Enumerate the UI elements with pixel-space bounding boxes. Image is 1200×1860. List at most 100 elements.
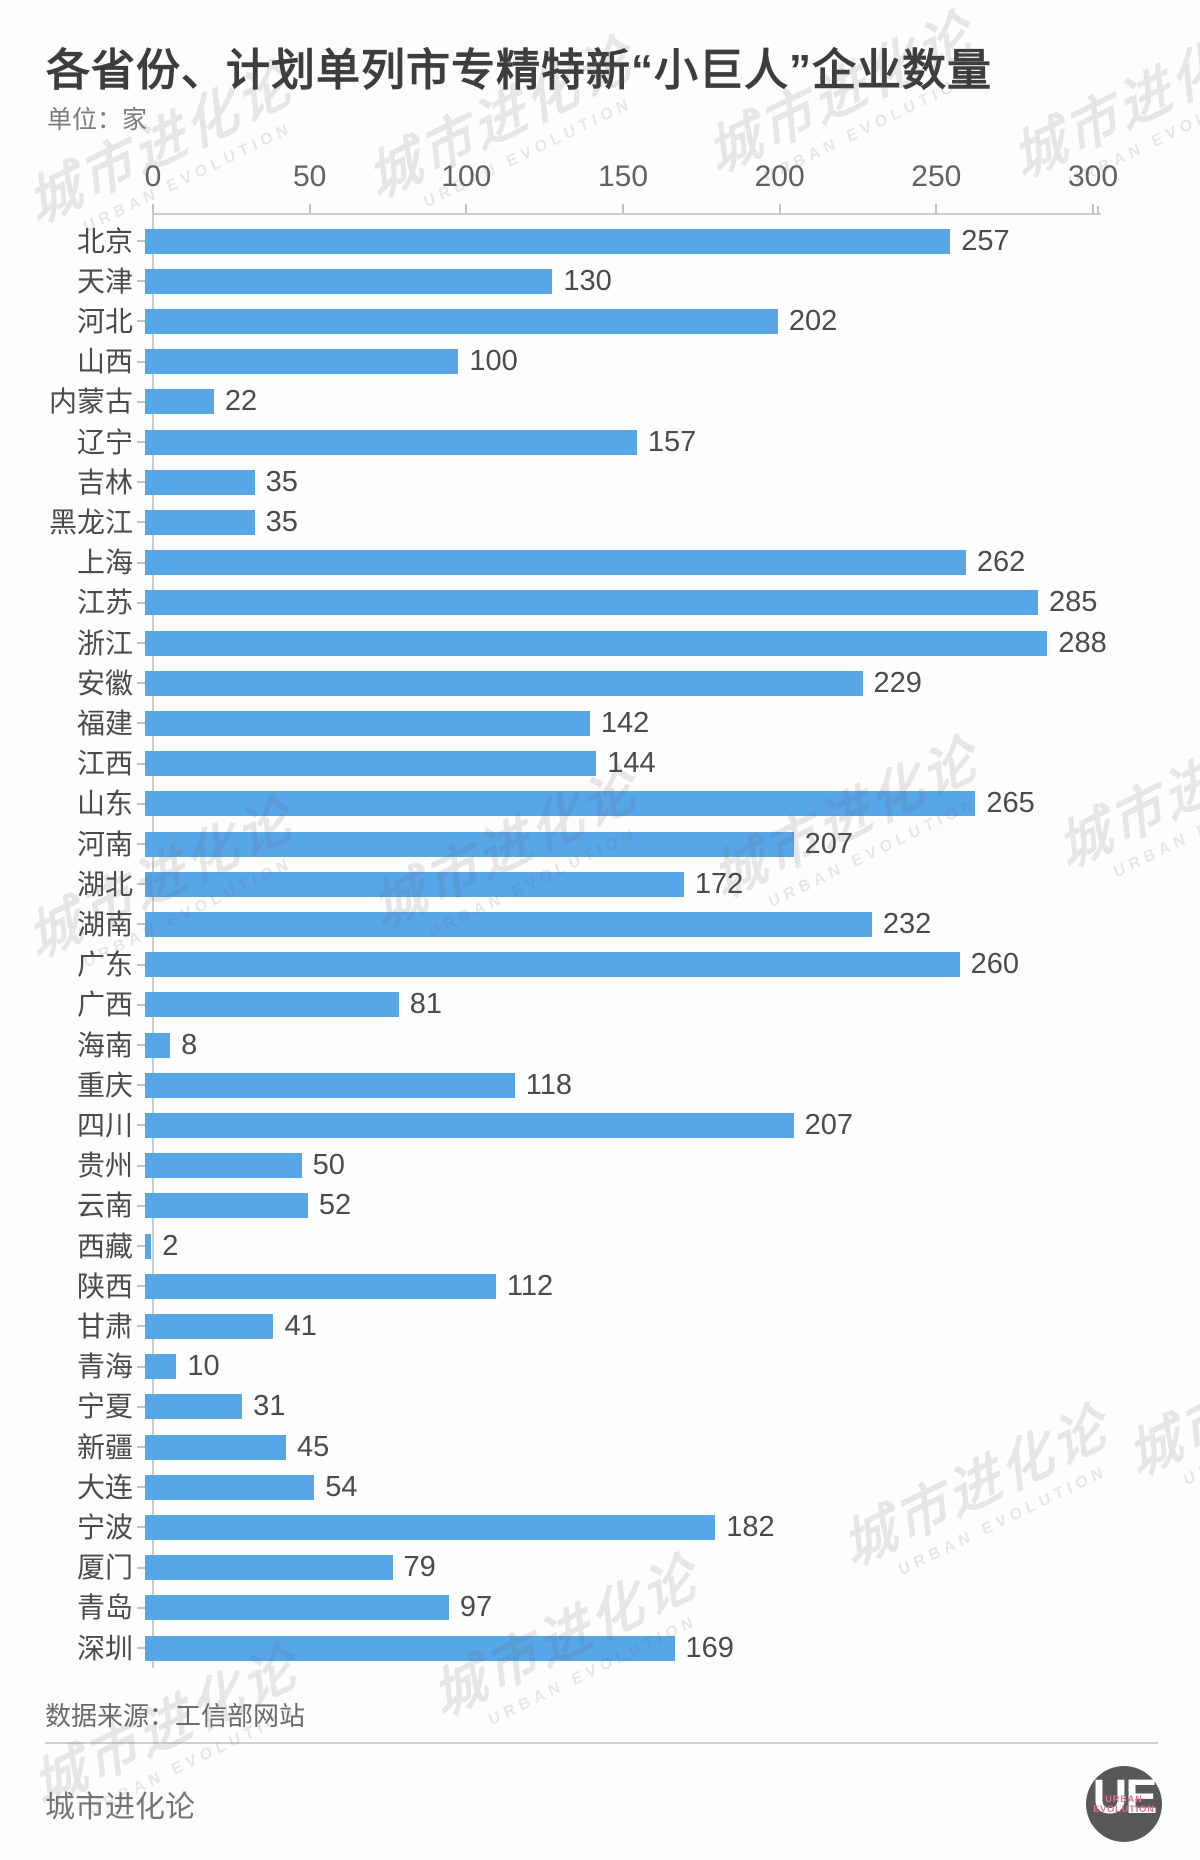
bar (145, 751, 597, 777)
bar (145, 1193, 308, 1219)
bar (145, 469, 255, 495)
bar (145, 1273, 496, 1299)
y-tick-mark (137, 1486, 145, 1489)
bar (145, 550, 966, 576)
category-label: 陕西 (76, 1270, 133, 1302)
value-label: 35 (265, 465, 298, 498)
category-label: 湖北 (76, 868, 133, 900)
value-label: 288 (1058, 626, 1107, 659)
category-label: 上海 (76, 547, 133, 579)
logo-subtext-line2: EVOLUTION (1093, 1804, 1155, 1814)
bar-row: 四川 207 (0, 1108, 1200, 1141)
bar-row: 江西 144 (0, 747, 1200, 780)
bar-row: 安徽 229 (0, 666, 1200, 699)
bar-row: 浙江 288 (0, 626, 1200, 659)
y-tick-mark (137, 1164, 145, 1167)
x-tick-label: 150 (597, 160, 649, 193)
bar-row: 河南 207 (0, 828, 1200, 860)
value-label: 232 (882, 907, 932, 940)
source-label: 数据来源：工信部网站 (45, 1701, 306, 1731)
x-tick-mark (152, 204, 154, 215)
value-label: 22 (224, 385, 258, 418)
category-label: 内蒙古 (48, 386, 133, 418)
category-label: 青岛 (76, 1592, 133, 1624)
category-label: 湖南 (76, 908, 133, 940)
category-label: 贵州 (76, 1150, 133, 1182)
bar-row: 西藏 2 (0, 1231, 1200, 1260)
value-label: 45 (297, 1430, 330, 1463)
value-label: 229 (873, 666, 922, 699)
x-tick-label: 250 (911, 160, 962, 193)
bar-row: 辽宁 157 (0, 427, 1200, 456)
y-tick-mark (137, 1365, 145, 1368)
category-label: 天津 (76, 265, 133, 297)
y-tick-mark (137, 722, 145, 725)
y-tick-mark (137, 240, 145, 242)
y-tick-mark (137, 521, 145, 524)
y-tick-mark (137, 883, 145, 886)
bar-row: 山东 265 (0, 787, 1200, 820)
category-label: 广西 (76, 989, 133, 1021)
bar-row: 广西 81 (0, 989, 1200, 1021)
category-label: 江苏 (76, 587, 133, 619)
y-tick-mark (137, 561, 145, 564)
urban-evolution-logo: UE URBAN EVOLUTION (1086, 1766, 1162, 1842)
y-tick-mark (137, 1044, 145, 1046)
value-label: 100 (469, 345, 518, 378)
logo-subtext: URBAN EVOLUTION (1086, 1794, 1162, 1814)
x-tick-label: 300 (1067, 160, 1119, 193)
y-axis-line (152, 213, 154, 1668)
bar (145, 710, 590, 736)
y-tick-mark (137, 923, 145, 926)
category-label: 厦门 (76, 1552, 133, 1584)
category-label: 吉林 (76, 466, 133, 498)
category-label: 海南 (76, 1029, 133, 1061)
bar-row: 宁夏 31 (0, 1392, 1200, 1421)
value-label: 79 (403, 1551, 436, 1584)
category-label: 广东 (76, 949, 133, 981)
value-label: 265 (986, 787, 1035, 820)
bar (145, 1354, 177, 1380)
value-label: 54 (325, 1470, 358, 1503)
bar-row: 新疆 45 (0, 1430, 1200, 1463)
bar (145, 429, 637, 455)
value-label: 144 (607, 747, 656, 780)
bar (145, 1394, 243, 1420)
category-label: 大连 (76, 1471, 133, 1503)
bar-row: 甘肃 41 (0, 1310, 1200, 1342)
category-label: 河南 (76, 828, 133, 860)
bar (145, 911, 872, 937)
bar-row: 上海 262 (0, 547, 1200, 579)
y-tick-mark (137, 1124, 145, 1127)
bar-row: 天津 130 (0, 265, 1200, 297)
x-tick-mark (935, 204, 938, 215)
bar (145, 308, 778, 334)
bar (145, 992, 399, 1018)
x-tick-mark (1092, 204, 1094, 215)
y-tick-mark (137, 1647, 145, 1649)
category-label: 四川 (76, 1109, 133, 1141)
y-tick-mark (137, 320, 145, 323)
value-label: 260 (970, 948, 1020, 981)
y-tick-mark (137, 1566, 145, 1569)
value-label: 35 (265, 505, 298, 538)
value-label: 257 (961, 224, 1010, 257)
logo-subtext-line1: URBAN (1105, 1794, 1143, 1804)
bar (145, 509, 255, 535)
value-label: 207 (804, 1108, 853, 1141)
bar (145, 349, 459, 375)
x-tick-mark (308, 204, 311, 215)
bar-row: 青海 10 (0, 1351, 1200, 1383)
category-label: 青海 (76, 1351, 133, 1383)
y-tick-mark (137, 762, 145, 765)
category-label: 甘肃 (76, 1310, 133, 1342)
value-label: 182 (726, 1510, 775, 1543)
y-tick-mark (137, 1084, 145, 1087)
y-tick-mark (137, 1325, 145, 1328)
category-label: 安徽 (76, 667, 133, 699)
bar (145, 791, 976, 817)
y-tick-mark (137, 360, 145, 363)
category-label: 山西 (76, 346, 133, 378)
value-label: 169 (685, 1631, 734, 1664)
bar (145, 1434, 286, 1460)
